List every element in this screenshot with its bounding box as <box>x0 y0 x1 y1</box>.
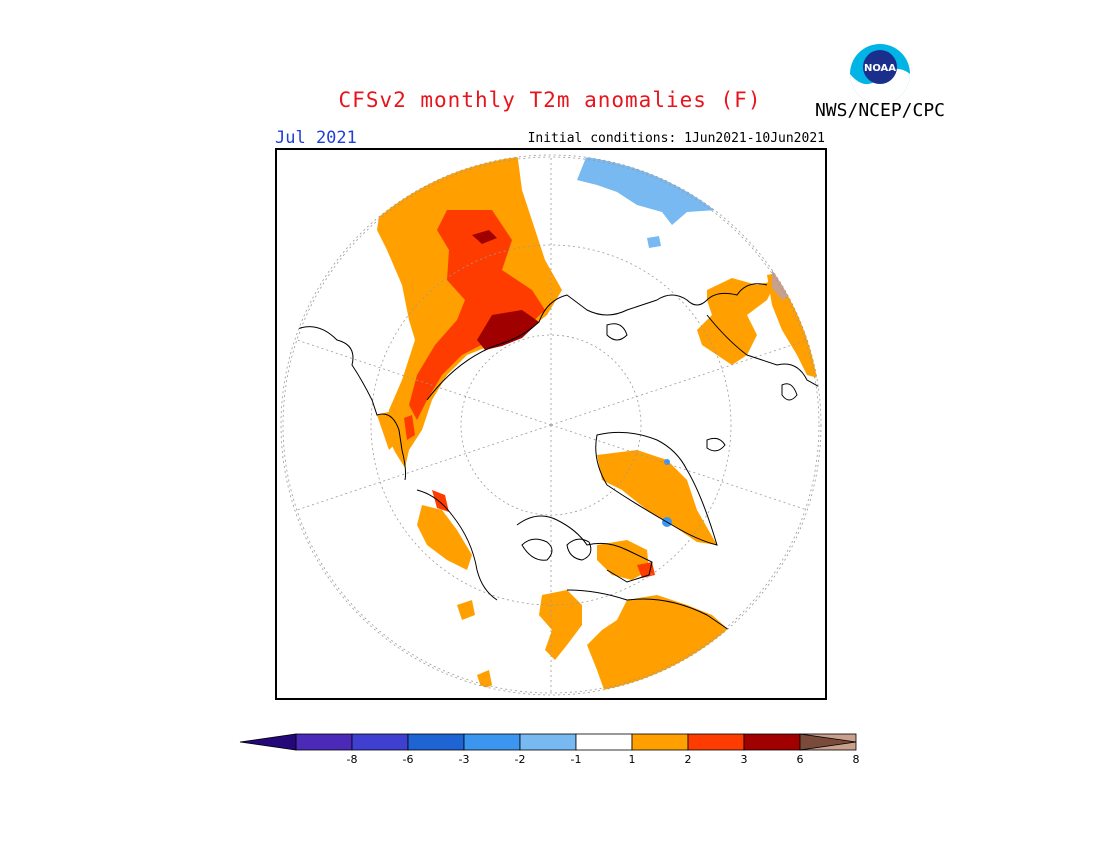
colorbar-tick-label: 1 <box>629 753 636 766</box>
colorbar-bin <box>295 733 353 751</box>
warm-anomaly-pacific <box>457 600 475 620</box>
colorbar-tick-label: -8 <box>347 753 358 766</box>
warm-anomaly-asia-spot <box>472 230 497 244</box>
warm-anomaly-alaska <box>417 505 472 570</box>
warm-anomaly-hudson <box>597 540 649 580</box>
warm-anomaly-west-us <box>539 590 582 660</box>
warm-anomaly-chukotka <box>404 415 415 440</box>
coast-canada <box>516 515 653 583</box>
valid-month-label: Jul 2021 <box>275 128 357 148</box>
warm-anomaly-pacific-2 <box>477 670 492 690</box>
colorbar-tick-label: 3 <box>741 753 748 766</box>
graticule <box>282 155 820 695</box>
coast-europe <box>706 314 821 391</box>
colorbar-tick-label: -6 <box>403 753 414 766</box>
agency-label: NWS/NCEP/CPC <box>814 100 946 121</box>
colorbar: -8 -6 -3 -2 -1 1 2 3 6 8 <box>239 733 860 766</box>
colorbar-bin <box>351 733 409 751</box>
coast-alaska <box>416 489 498 601</box>
warm-anomaly-north-america <box>587 595 729 695</box>
coast-north-america <box>566 589 733 633</box>
coast-arctic-islands <box>521 538 553 561</box>
colorbar-bin <box>519 733 577 751</box>
warm-anomaly-asia-core <box>477 310 539 350</box>
map-canvas <box>280 154 822 696</box>
coast-siberia <box>426 294 658 401</box>
colorbar-tick-label: 8 <box>853 753 860 766</box>
colorbar-tick-label: -2 <box>515 753 526 766</box>
colorbar-bin <box>575 733 633 751</box>
cool-anomaly-africa <box>577 155 717 225</box>
colorbar-labels: -8 -6 -3 -2 -1 1 2 3 6 8 <box>347 753 860 766</box>
coast-scandinavia <box>656 283 768 306</box>
colorbar-tick-label: 6 <box>797 753 804 766</box>
initial-conditions-label: Initial conditions: 1Jun2021-10Jun2021 <box>527 131 825 146</box>
coast-asia-pacific <box>294 326 407 481</box>
colorbar-tick-label: -1 <box>571 753 582 766</box>
coast-uk <box>781 383 798 401</box>
colorbar-bin <box>743 733 801 751</box>
warm-anomaly-europe <box>697 278 777 365</box>
warm-anomaly-asia-strong <box>409 210 545 420</box>
noaa-logo-icon: NOAA <box>850 44 910 104</box>
colorbar-tick-label: 2 <box>685 753 692 766</box>
chart-title: CFSv2 monthly T2m anomalies (F) <box>338 88 762 112</box>
coastlines <box>294 283 821 633</box>
cool-anomaly-spot <box>647 236 661 248</box>
coast-iceland <box>706 437 726 452</box>
colorbar-bin <box>407 733 465 751</box>
colorbar-high-end <box>799 733 857 751</box>
colorbar-bin <box>631 733 689 751</box>
warm-anomaly-hudson-core <box>637 562 655 578</box>
coast-greenland <box>595 431 718 546</box>
anomaly-fields <box>377 155 821 695</box>
colorbar-tick-label: -3 <box>459 753 470 766</box>
colorbar-bin <box>687 733 745 751</box>
colorbar-bins <box>295 733 857 751</box>
logo-text: NOAA <box>864 63 896 74</box>
colorbar-low-end <box>239 733 297 751</box>
coast-baffin <box>566 538 592 561</box>
warm-anomaly-greenland <box>597 450 717 545</box>
coast-novaya <box>606 323 628 341</box>
polar-map <box>275 148 827 700</box>
colorbar-bin <box>463 733 521 751</box>
